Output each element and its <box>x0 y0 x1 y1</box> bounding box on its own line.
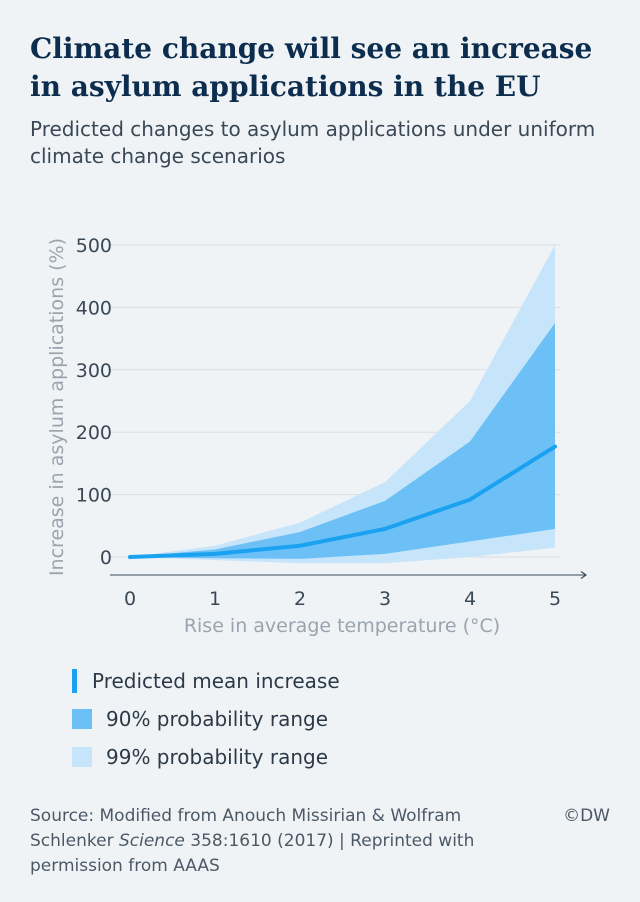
source-note: Source: Modified from Anouch Missirian &… <box>30 804 530 879</box>
mean-line <box>128 444 557 559</box>
legend: Predicted mean increase 90% probability … <box>72 662 340 776</box>
source-prefix: Source: Modified from Anouch Missirian &… <box>30 806 462 851</box>
y-tick-500: 500 <box>76 235 112 257</box>
legend-item-mean: Predicted mean increase <box>72 662 340 700</box>
legend-item-90: 90% probability range <box>72 700 340 738</box>
brand-mark: ©DW <box>563 806 610 826</box>
chart-subtitle: Predicted changes to asylum applications… <box>30 117 596 168</box>
legend-swatch-mean <box>72 669 77 693</box>
y-axis-label: Increase in asylum applications (%) <box>46 238 68 576</box>
x-tick-2: 2 <box>294 588 306 610</box>
y-tick-100: 100 <box>76 485 112 507</box>
legend-item-99: 99% probability range <box>72 738 340 776</box>
x-tick-0: 0 <box>124 588 136 610</box>
band-90 <box>130 323 555 559</box>
chart-title: Climate change will see an increase in a… <box>30 32 593 103</box>
x-axis-label: Rise in average temperature (°C) <box>184 615 500 637</box>
x-tick-1: 1 <box>209 588 221 610</box>
chart: 0 100 200 300 400 500 0 1 2 3 4 5 Increase in asyl… <box>46 235 588 637</box>
y-tick-300: 300 <box>76 360 112 382</box>
legend-swatch-90 <box>72 709 92 729</box>
legend-swatch-99 <box>72 747 92 767</box>
legend-label-90: 90% probability range <box>106 707 329 731</box>
legend-label-mean: Predicted mean increase <box>92 669 340 693</box>
x-tick-5: 5 <box>549 588 561 610</box>
legend-label-99: 99% probability range <box>106 745 329 769</box>
y-tick-400: 400 <box>76 297 112 319</box>
y-tick-200: 200 <box>76 422 112 444</box>
source-journal: Science <box>118 831 185 851</box>
x-tick-3: 3 <box>379 588 391 610</box>
x-axis-arrow <box>580 571 588 579</box>
y-tick-0: 0 <box>100 547 112 569</box>
source-suffix: 358:1610 (2017) | Reprinted with permiss… <box>30 831 475 876</box>
x-tick-4: 4 <box>464 588 476 610</box>
